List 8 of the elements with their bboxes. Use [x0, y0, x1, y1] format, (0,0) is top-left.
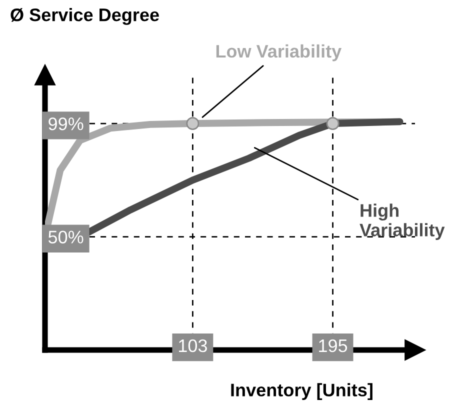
- text: High Variability: [360, 204, 445, 240]
- x-tick-label: 103: [179, 339, 207, 352]
- y-axis-title: Ø Service Degree: [10, 8, 159, 25]
- x-axis-title: Inventory [Units]: [231, 383, 372, 400]
- y-tick-label: 99%: [48, 117, 84, 130]
- text: Low Variability: [216, 44, 342, 62]
- x-tick-label: 195: [319, 339, 348, 352]
- y-tick-label: 50%: [48, 230, 84, 244]
